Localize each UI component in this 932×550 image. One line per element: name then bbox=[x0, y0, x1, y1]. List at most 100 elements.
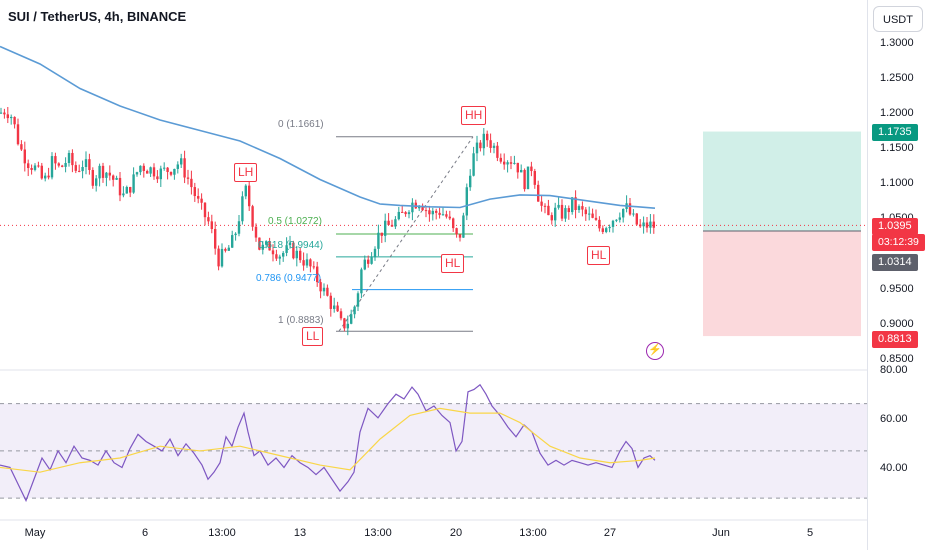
candle-body bbox=[180, 158, 183, 165]
candle-body bbox=[387, 220, 390, 225]
candle-body bbox=[13, 116, 16, 125]
stop-price-tag: 0.8813 bbox=[872, 331, 918, 348]
lightning-bolt-icon[interactable]: ⚡ bbox=[646, 342, 664, 360]
candle-body bbox=[533, 171, 536, 185]
candle-body bbox=[71, 152, 74, 166]
candle-body bbox=[214, 229, 217, 249]
candle-body bbox=[98, 165, 101, 179]
candle-body bbox=[282, 252, 285, 257]
candle-body bbox=[492, 145, 496, 148]
candle-body bbox=[40, 165, 43, 179]
candle-body bbox=[367, 259, 370, 264]
candle-body bbox=[448, 216, 451, 219]
candle-body bbox=[305, 259, 309, 266]
stop-zone bbox=[703, 231, 861, 337]
candle-body bbox=[163, 167, 166, 169]
candle-body bbox=[54, 156, 57, 164]
bar-countdown: 03:12:39 bbox=[872, 234, 925, 251]
candle-body bbox=[316, 266, 319, 283]
candle-body bbox=[543, 205, 547, 207]
fib-level-label: 0.618 (0.9944) bbox=[258, 240, 324, 251]
candle-body bbox=[431, 210, 434, 215]
candle-body bbox=[302, 260, 305, 266]
candle-body bbox=[513, 162, 516, 164]
candle-body bbox=[254, 226, 258, 238]
candle-body bbox=[326, 287, 329, 296]
candle-body bbox=[632, 213, 635, 215]
candle-body bbox=[526, 166, 530, 190]
candle-body bbox=[458, 234, 462, 238]
candle-body bbox=[295, 250, 298, 259]
candle-body bbox=[6, 114, 9, 119]
candle-body bbox=[574, 197, 577, 211]
candle-body bbox=[560, 204, 564, 219]
candle-body bbox=[207, 217, 210, 222]
time-label: 6 bbox=[141, 527, 149, 539]
candle-body bbox=[146, 170, 149, 174]
candle-body bbox=[57, 163, 60, 166]
candle-body bbox=[10, 116, 13, 119]
target-price-tag: 1.1735 bbox=[872, 124, 918, 141]
candle-body bbox=[435, 210, 438, 213]
price-label: 1.3000 bbox=[880, 37, 914, 49]
candle-body bbox=[496, 145, 499, 158]
candle-body bbox=[88, 159, 91, 171]
candle-body bbox=[3, 112, 6, 115]
candle-body bbox=[285, 245, 288, 253]
rsi-label: 60.00 bbox=[880, 413, 908, 425]
candle-body bbox=[554, 207, 557, 221]
fib-level-label: 0.786 (0.9477) bbox=[256, 273, 322, 284]
candle-body bbox=[193, 187, 196, 197]
candle-body bbox=[360, 269, 363, 294]
currency-button[interactable]: USDT bbox=[873, 6, 923, 32]
candle-body bbox=[377, 232, 380, 249]
time-label: Jun bbox=[712, 527, 730, 539]
candle-body bbox=[428, 210, 431, 215]
candle-body bbox=[224, 248, 227, 251]
candle-body bbox=[129, 187, 132, 193]
candle-body bbox=[248, 185, 251, 207]
price-label: 1.2000 bbox=[880, 107, 914, 119]
candle-body bbox=[622, 208, 625, 218]
candle-body bbox=[237, 221, 241, 234]
candle-body bbox=[16, 124, 20, 145]
candle-body bbox=[149, 167, 152, 174]
candle-body bbox=[649, 221, 652, 228]
candle-body bbox=[132, 174, 135, 193]
candle-body bbox=[407, 212, 411, 215]
candle-body bbox=[115, 177, 118, 180]
time-label: 5 bbox=[806, 527, 814, 539]
candle-body bbox=[135, 172, 139, 175]
candle-body bbox=[363, 259, 366, 270]
candle-body bbox=[547, 205, 550, 216]
candle-body bbox=[217, 248, 220, 267]
price-label: 0.8500 bbox=[880, 353, 914, 365]
candle-body bbox=[176, 164, 179, 169]
candle-body bbox=[336, 305, 339, 312]
candle-body bbox=[581, 206, 584, 210]
candle-body bbox=[424, 210, 428, 212]
candle-body bbox=[645, 222, 649, 228]
candle-body bbox=[506, 162, 509, 165]
candle-body bbox=[322, 287, 326, 292]
rsi-ma-line bbox=[0, 407, 656, 473]
swing-label-hl: HL bbox=[441, 254, 465, 273]
swing-label-hh: HH bbox=[461, 106, 487, 125]
candle-body bbox=[421, 206, 424, 211]
candle-body bbox=[479, 142, 482, 149]
candle-body bbox=[469, 175, 472, 188]
target-zone bbox=[703, 131, 861, 232]
candle-body bbox=[397, 211, 400, 220]
candle-body bbox=[350, 314, 353, 324]
candle-body bbox=[108, 172, 111, 176]
candle-body bbox=[472, 153, 475, 176]
candle-body bbox=[81, 167, 84, 172]
candle-body bbox=[244, 185, 247, 197]
candle-body bbox=[309, 259, 312, 267]
candle-body bbox=[571, 197, 574, 213]
candle-body bbox=[370, 257, 373, 264]
time-label: 13:00 bbox=[519, 527, 547, 539]
candle-body bbox=[401, 211, 404, 213]
candle-body bbox=[384, 220, 387, 236]
